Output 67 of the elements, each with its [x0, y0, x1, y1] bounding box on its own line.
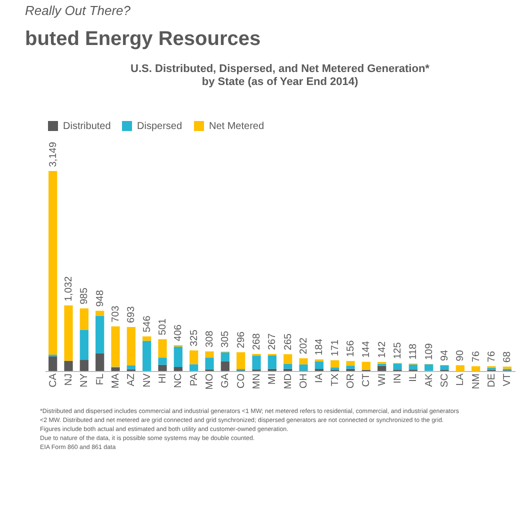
annotation: 118	[408, 343, 420, 360]
annotation: 171	[330, 339, 341, 356]
text: buted Energy Resources	[25, 28, 261, 50]
x-tick-label: GA	[220, 373, 232, 388]
x-tick-label: MD	[282, 374, 294, 390]
annotation: 76	[486, 350, 498, 362]
x-tick-label: TX	[330, 373, 341, 386]
x-tick-label: AK	[424, 373, 435, 387]
x-tick-label: CA	[48, 373, 59, 388]
x-tick-label: IN	[392, 374, 404, 384]
annotation: 76	[470, 350, 482, 362]
x-tick-label: MI	[267, 374, 278, 385]
text: U.S. Distributed, Dispersed, and Net Metered Generation*	[130, 63, 430, 75]
annotation: 501	[158, 318, 168, 336]
x-tick-label: NY	[79, 373, 90, 388]
annotation: 68	[502, 351, 514, 363]
x-tick-label: AZ	[126, 374, 138, 386]
x-tick-label: NM	[470, 374, 482, 390]
x-tick-label: IA	[314, 373, 326, 383]
annotation: 94	[440, 349, 450, 361]
annotation: 90	[455, 350, 466, 362]
x-tick-label: PA	[188, 373, 200, 386]
annotation: 546	[142, 315, 153, 332]
x-tick-label: CT	[361, 374, 372, 387]
annotation: 325	[188, 329, 200, 346]
x-tick-label: MN	[252, 374, 262, 390]
annotation: 268	[252, 332, 262, 350]
x-tick-label: NJ	[64, 374, 74, 386]
annotation: 3,149	[48, 142, 59, 167]
x-tick-label: OR	[346, 374, 356, 388]
legend-label: Dispersed	[137, 121, 182, 132]
x-tick-label: SC	[440, 374, 450, 388]
x-tick-label: WI	[376, 374, 388, 386]
x-tick-label: VT	[502, 374, 514, 386]
annotation: 703	[110, 305, 122, 322]
annotation: 125	[392, 342, 404, 359]
x-tick-label: IL	[408, 373, 420, 382]
annotation: 267	[267, 332, 278, 350]
annotation: 693	[126, 306, 138, 323]
x-tick-label: LA	[455, 373, 466, 386]
annotation: 305	[220, 330, 232, 348]
annotation: 265	[282, 333, 294, 350]
legend-label: Net Metered	[209, 121, 264, 132]
annotation: 1,032	[64, 276, 74, 302]
annotation: 144	[361, 340, 372, 358]
annotation: 948	[94, 290, 106, 307]
annotation: 202	[298, 337, 310, 354]
text: by State (as of Year End 2014)	[202, 76, 358, 88]
x-tick-label: MO	[204, 373, 216, 390]
legend-label: Distributed	[63, 121, 111, 132]
x-tick-label: DE	[486, 373, 498, 388]
x-tick-label: OH	[298, 374, 310, 388]
x-tick-label: CO	[236, 373, 247, 388]
annotation: 406	[173, 324, 184, 342]
annotation: 184	[314, 338, 326, 356]
annotation: 156	[346, 340, 356, 357]
x-tick-label: NC	[173, 374, 184, 388]
x-tick-label: HI	[158, 374, 168, 384]
x-tick-label: MA	[110, 373, 122, 388]
annotation: 142	[376, 340, 388, 358]
text: Really Out There?	[25, 3, 132, 18]
annotation: 985	[79, 287, 90, 304]
annotation: 296	[236, 331, 247, 348]
x-tick-label: FL	[94, 373, 106, 386]
annotation: 308	[204, 330, 216, 348]
annotation: 109	[424, 342, 435, 360]
x-tick-label: NV	[142, 373, 153, 388]
